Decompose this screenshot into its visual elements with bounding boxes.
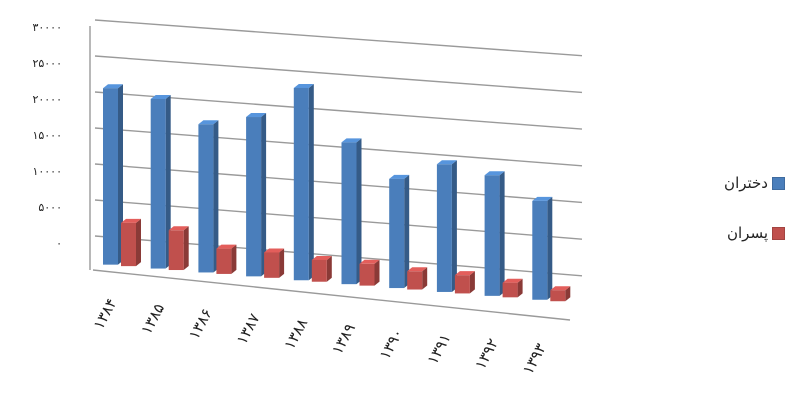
x-tick-label: ۱۳۹۰ [376, 325, 407, 362]
bar-girls [150, 94, 171, 269]
bar-girls [103, 84, 123, 265]
y-tick-labels: ۰ ۵۰۰۰ ۱۰۰۰۰ ۱۵۰۰۰ ۲۰۰۰۰ ۲۵۰۰۰ ۳۰۰۰۰ [32, 21, 62, 250]
y-tick-label: ۲۰۰۰۰ [32, 93, 62, 106]
x-tick-label: ۱۳۹۱ [423, 330, 454, 367]
x-tick-label: ۱۳۸۴ [90, 295, 121, 332]
bar-girls [532, 196, 553, 300]
y-tick-label: ۱۵۰۰۰ [32, 129, 62, 142]
bar-girls [341, 138, 362, 285]
bars [103, 83, 571, 302]
y-tick-label: ۲۵۰۰۰ [32, 57, 62, 70]
bar-boys [311, 255, 332, 282]
x-tick-label: ۱۳۹۳ [519, 340, 550, 377]
gridline [94, 55, 583, 94]
gridline [94, 19, 583, 57]
bar-girls [246, 113, 267, 277]
x-tick-label: ۱۳۸۹ [328, 320, 359, 357]
x-tick-labels: ۱۳۸۴ ۱۳۸۵ ۱۳۸۶ ۱۳۸۷ ۱۳۸۸ ۱۳۸۹ ۱۳۹۰ ۱۳۹۱ ۱۳۹۲ ۱۳۹۳ [90, 295, 550, 377]
bar-boys [264, 248, 285, 278]
x-tick-label: ۱۳۸۵ [137, 300, 168, 337]
x-tick-label: ۱۳۸۸ [280, 315, 311, 352]
legend-label-boys: پسران [726, 224, 768, 242]
bar-girls [484, 171, 505, 296]
x-tick-label: ۱۳۸۷ [233, 310, 264, 347]
x-tick-label: ۱۳۹۲ [471, 335, 502, 372]
bar-boys [454, 271, 475, 294]
bar-boys [121, 218, 141, 267]
legend: دختران پسران [690, 172, 785, 272]
legend-swatch-boys [772, 226, 785, 240]
bar-boys [550, 286, 571, 302]
legend-swatch-girls [772, 176, 785, 190]
bar-girls [389, 174, 410, 289]
legend-item-boys: پسران [690, 222, 785, 244]
bar-boys [359, 259, 380, 286]
bar-boys [216, 244, 237, 274]
y-tick-label: ۱۰۰۰۰ [32, 165, 62, 178]
y-tick-label: ۰ [56, 237, 62, 250]
gridlines [89, 19, 583, 321]
bar-boys [502, 278, 523, 298]
legend-item-girls: دختران [690, 172, 785, 194]
bar-girls [198, 120, 219, 273]
bar-boys [407, 267, 428, 290]
y-tick-label: ۳۰۰۰۰ [32, 21, 62, 34]
legend-label-girls: دختران [724, 174, 768, 192]
gridline [94, 127, 583, 167]
bar-girls [293, 83, 314, 281]
bar-boys [168, 226, 189, 271]
floor-edge [92, 269, 571, 321]
x-tick-label: ۱۳۸۶ [185, 305, 216, 342]
gridline [94, 91, 583, 130]
y-tick-label: ۵۰۰۰ [38, 201, 62, 214]
bar-girls [436, 160, 457, 292]
